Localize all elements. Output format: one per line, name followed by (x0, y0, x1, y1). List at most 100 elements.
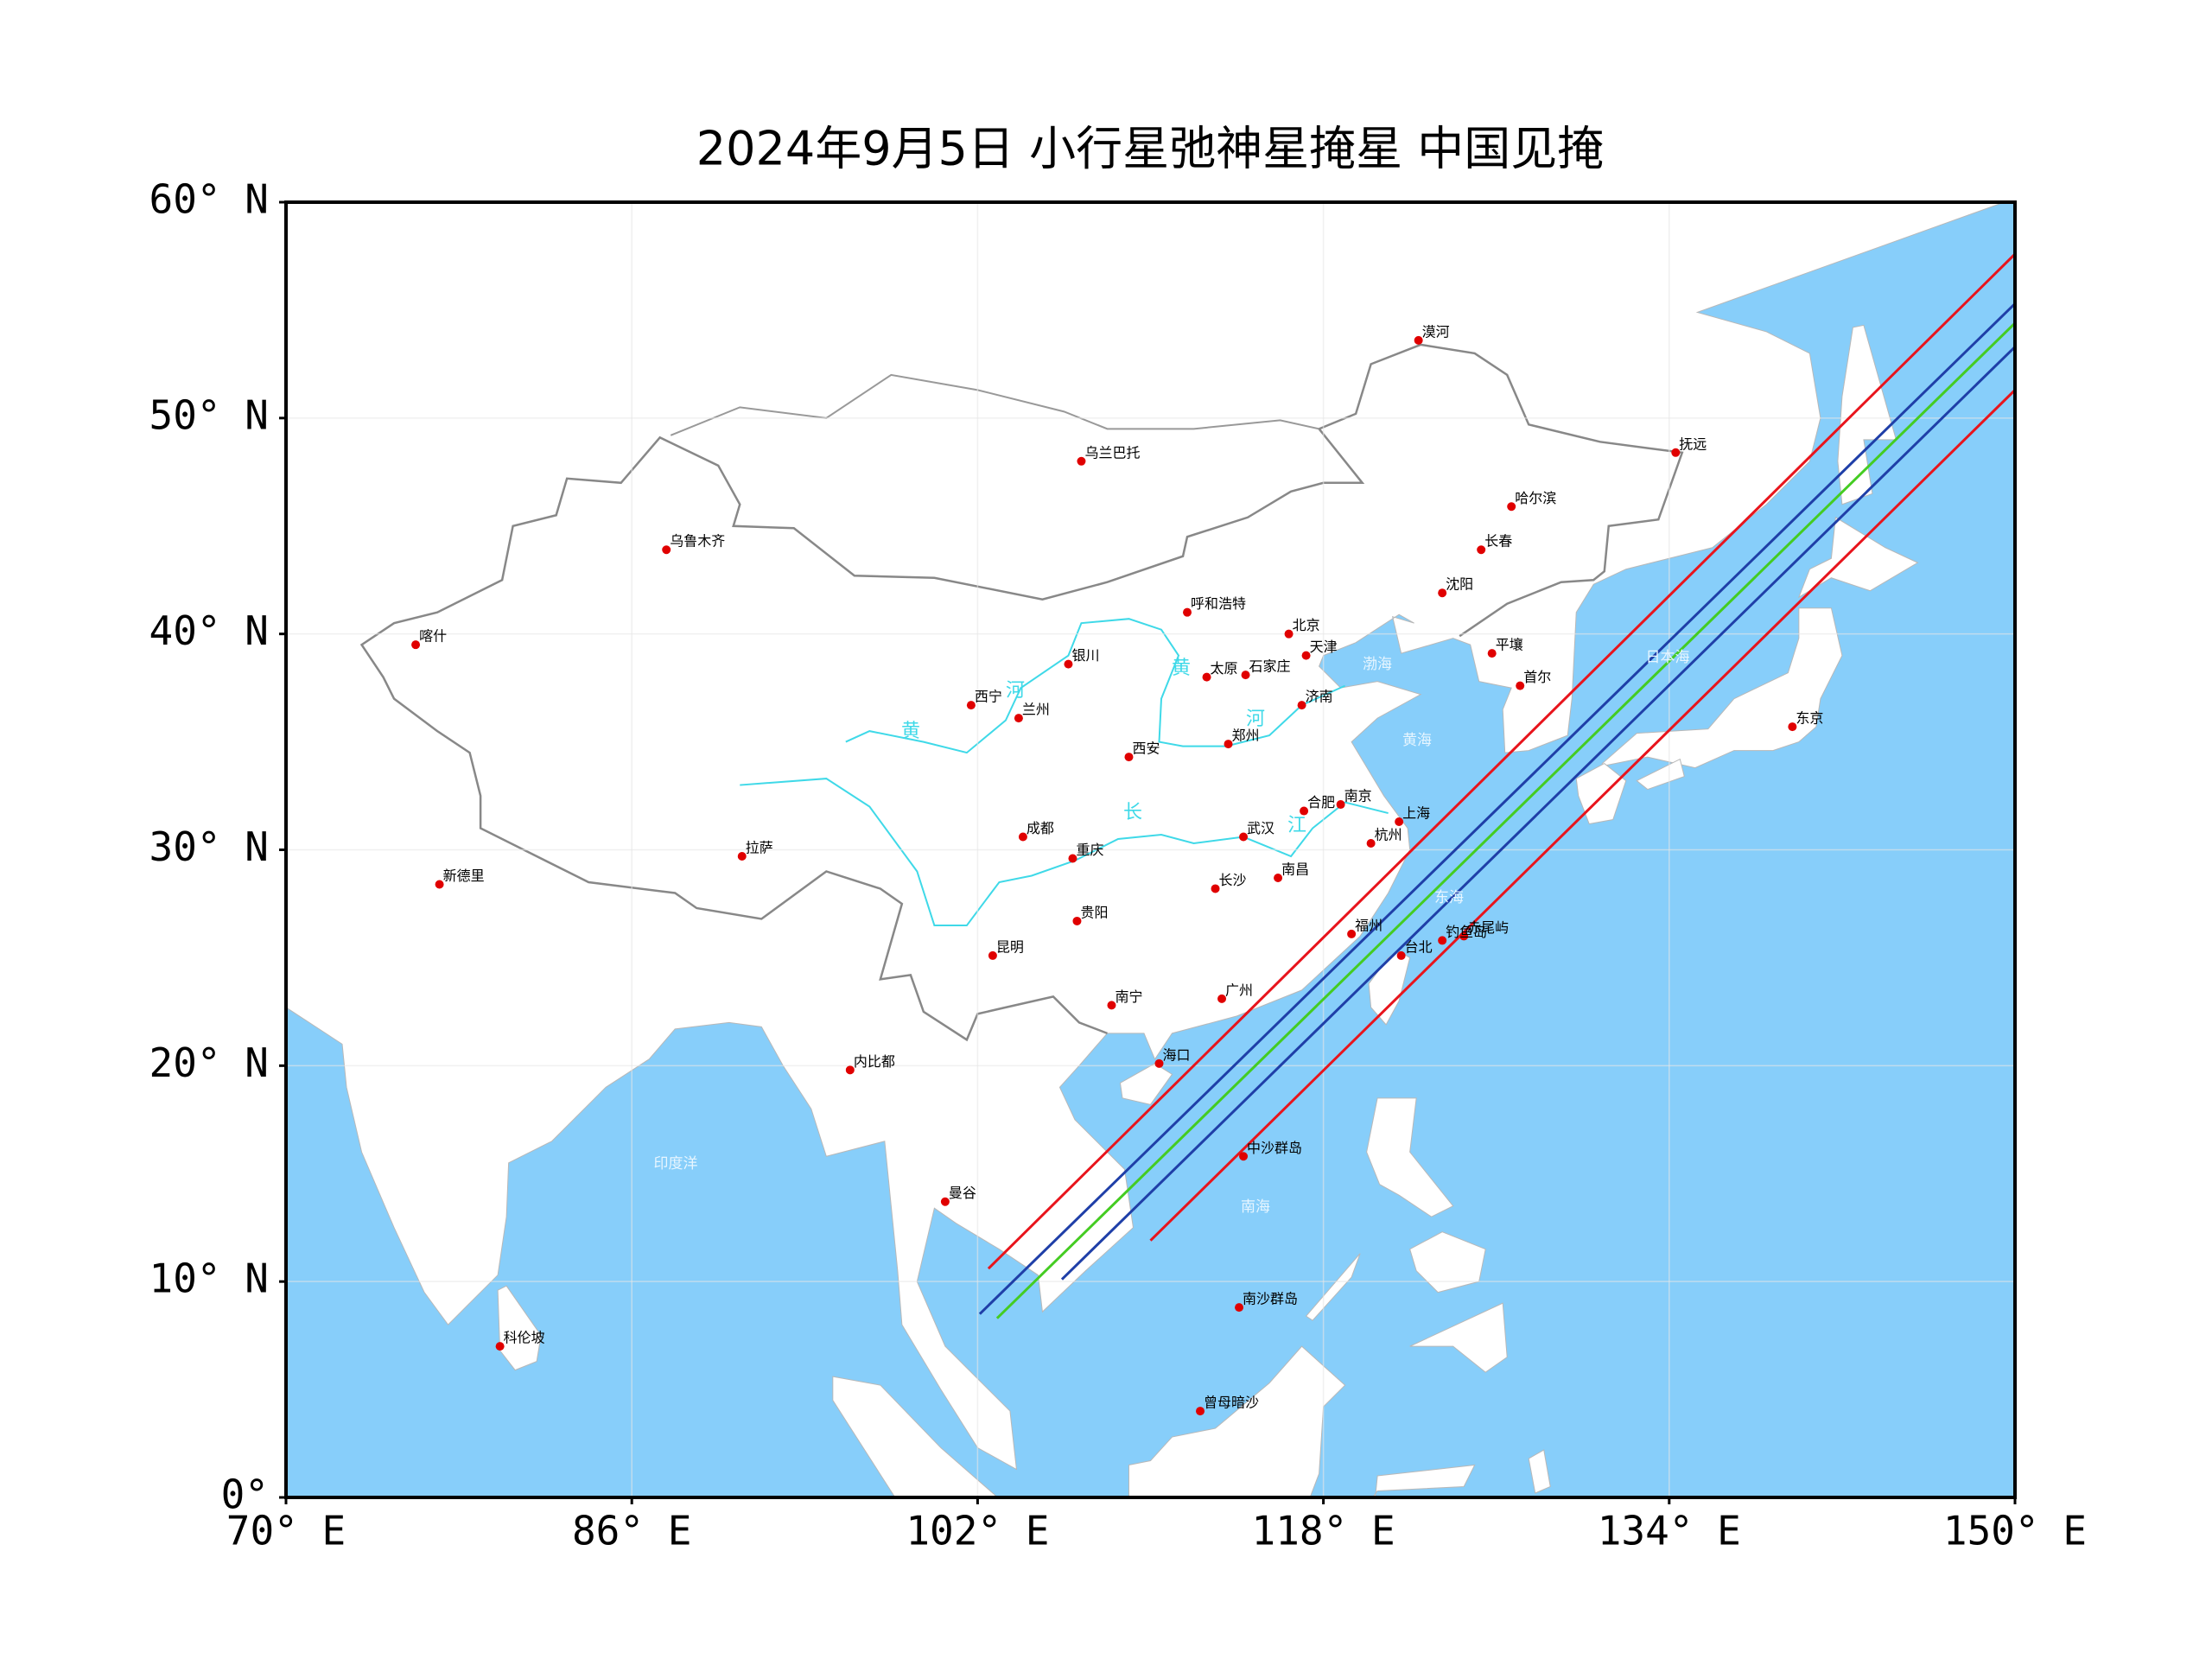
city-label: 赤尾屿 (1467, 919, 1509, 936)
river-label: 黄 (901, 721, 920, 742)
city-label: 哈尔滨 (1515, 490, 1556, 506)
city-label: 西宁 (975, 689, 1002, 705)
china-border (362, 345, 1682, 1039)
city-label: 中沙群岛 (1247, 1140, 1302, 1156)
city-label: 台北 (1405, 938, 1433, 955)
city-label: 东京 (1796, 710, 1823, 727)
river-label: 江 (1287, 815, 1306, 836)
city-dot (1235, 1303, 1244, 1313)
city-label: 福州 (1355, 917, 1382, 933)
city-label: 首尔 (1523, 669, 1551, 685)
city-dot (1072, 916, 1082, 925)
city-dot (845, 1065, 855, 1075)
hokkaido (1799, 518, 1918, 597)
river-label: 黄 (1172, 658, 1191, 679)
x-tick-label: 86° E (572, 1508, 691, 1554)
city-label: 杭州 (1375, 827, 1402, 843)
city-dot (1300, 806, 1309, 816)
city-dot (1459, 931, 1469, 941)
city-label: 新德里 (443, 868, 485, 884)
city-dot (1018, 832, 1027, 842)
city-dot (1211, 884, 1220, 893)
x-tick-label: 102° E (906, 1508, 1049, 1554)
city-dot (1395, 817, 1404, 827)
city-label: 银川 (1071, 647, 1099, 664)
city-dot (966, 701, 976, 710)
city-label: 兰州 (1022, 702, 1050, 718)
shikoku (1637, 760, 1684, 790)
land (286, 202, 2005, 1497)
city-dot (1336, 800, 1345, 810)
city-label: 昆明 (996, 938, 1024, 955)
city-dot (940, 1197, 950, 1206)
occultation-line (1060, 346, 2015, 1281)
city-label: 海口 (1163, 1046, 1191, 1063)
y-tick-label: 0° (221, 1471, 269, 1518)
city-dot (737, 851, 747, 861)
city-label: 曼谷 (949, 1185, 976, 1201)
city-label: 长沙 (1219, 872, 1247, 888)
map-labels: 渤海 黄海 东海 日本海 南海 印度洋 黄 河 黄 河 长 江 (654, 649, 1690, 1216)
city-dot (435, 880, 444, 889)
hainan (1120, 1064, 1172, 1104)
city-dot (1224, 740, 1233, 749)
city-dot (1202, 672, 1211, 682)
city-label: 武汉 (1247, 820, 1274, 836)
mindanao (1410, 1303, 1508, 1372)
city-dot (1239, 832, 1249, 842)
city-label: 曾母暗沙 (1204, 1395, 1259, 1411)
city-label: 乌兰巴托 (1084, 444, 1140, 461)
city-dot (1788, 722, 1797, 732)
sea-label: 日本海 (1646, 649, 1690, 666)
city-label: 济南 (1306, 689, 1333, 705)
occultation-line (978, 302, 2015, 1315)
city-label: 喀什 (419, 628, 447, 645)
city-dot (1487, 649, 1497, 658)
sea-label: 渤海 (1363, 656, 1392, 673)
city-label: 南京 (1344, 788, 1372, 804)
city-label: 拉萨 (746, 839, 773, 855)
y-tick-label: 60° N (149, 176, 269, 223)
y-tick-label: 50° N (149, 391, 269, 438)
city-dot (411, 640, 421, 650)
river-label: 长 (1123, 802, 1142, 823)
city-label: 北京 (1293, 617, 1320, 633)
x-tick-label: 134° E (1598, 1508, 1741, 1554)
occultation-line (995, 321, 2015, 1319)
city-dot (1347, 929, 1357, 938)
city-label: 科伦坡 (504, 1330, 545, 1346)
city-label: 长春 (1484, 533, 1512, 550)
city-dot (1438, 936, 1447, 945)
sumatra (833, 1376, 1010, 1497)
x-tick-label: 70° E (226, 1508, 346, 1554)
city-label: 呼和浩特 (1191, 595, 1246, 612)
river-label: 河 (1006, 680, 1025, 702)
y-tick-label: 30° N (149, 823, 269, 870)
city-label: 天津 (1310, 639, 1338, 655)
city-dot (1301, 651, 1311, 660)
sulawesi (1356, 1465, 1475, 1497)
city-dot (1284, 629, 1294, 639)
city-dot (1366, 839, 1376, 849)
city-dot (1274, 873, 1283, 882)
sea-label: 南海 (1241, 1198, 1270, 1216)
city-dot (1507, 502, 1516, 512)
honshu (1602, 608, 1842, 768)
axes: 70° E 86° E 102° E 118° E 134° E 150° E 0° 10° … (149, 176, 2088, 1554)
luzon (1367, 1098, 1453, 1217)
city-label: 太原 (1211, 660, 1238, 677)
sakhalin (1838, 325, 1897, 504)
city-label: 石家庄 (1249, 658, 1291, 675)
city-label: 合肥 (1307, 794, 1335, 810)
city-dot (988, 950, 997, 960)
city-label: 平壤 (1496, 637, 1523, 653)
city-dot (1124, 753, 1134, 762)
city-dot (662, 545, 671, 555)
city-label: 重庆 (1076, 842, 1103, 858)
city-dot (1414, 335, 1423, 345)
map-title: 2024年9月5日 小行星弛神星掩星 中国见掩 (696, 122, 1604, 176)
city-dot (1217, 994, 1227, 1003)
occultation-paths (978, 252, 2015, 1319)
